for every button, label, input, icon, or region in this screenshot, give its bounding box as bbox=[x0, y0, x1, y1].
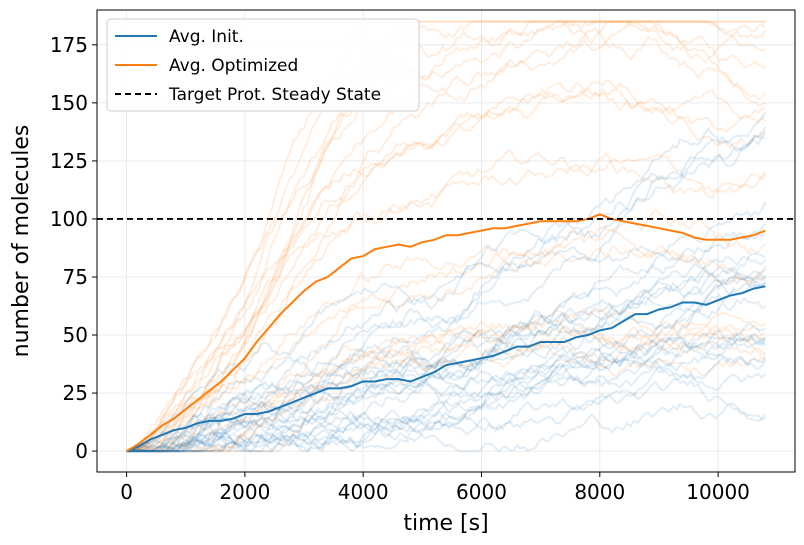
run-line-init bbox=[126, 223, 767, 452]
y-tick-label: 75 bbox=[63, 265, 88, 289]
axes: 0 2000 4000 6000 8000 10000 0 25 50 75 100 125 150 17… bbox=[9, 9, 796, 536]
run-line-optimized bbox=[126, 154, 767, 453]
run-line-optimized bbox=[126, 20, 767, 453]
run-line-init bbox=[126, 126, 767, 453]
run-line-init bbox=[126, 232, 766, 453]
run-line-optimized bbox=[126, 318, 766, 453]
run-line-optimized bbox=[126, 20, 767, 453]
series-layer bbox=[97, 213, 795, 453]
run-line-optimized bbox=[126, 148, 767, 453]
run-line-init bbox=[126, 278, 767, 452]
run-line-init bbox=[126, 111, 767, 453]
avg-init-line bbox=[126, 285, 766, 453]
legend-label: Avg. Init. bbox=[169, 27, 244, 47]
x-tick-label: 2000 bbox=[219, 480, 270, 504]
run-line-optimized bbox=[126, 208, 767, 453]
run-line-optimized bbox=[126, 307, 767, 453]
run-line-init bbox=[126, 282, 766, 453]
y-axis-label: number of molecules bbox=[9, 125, 34, 358]
run-line-init bbox=[126, 336, 767, 453]
run-line-optimized bbox=[126, 80, 767, 453]
run-line-init bbox=[126, 378, 767, 453]
run-line-init bbox=[126, 335, 766, 453]
run-line-optimized bbox=[126, 321, 766, 453]
run-line-init bbox=[126, 365, 767, 453]
run-line-init bbox=[126, 332, 767, 453]
legend-box bbox=[106, 18, 420, 112]
run-line-init bbox=[126, 262, 767, 453]
run-line-optimized bbox=[126, 20, 766, 453]
avg-optimized-line bbox=[126, 213, 766, 452]
x-tick-label: 8000 bbox=[574, 480, 625, 504]
x-tick-label: 6000 bbox=[456, 480, 507, 504]
legend-label: Avg. Optimized bbox=[169, 56, 298, 76]
legend-label: Target Prot. Steady State bbox=[168, 85, 381, 105]
x-tick-label: 4000 bbox=[338, 480, 389, 504]
y-tick-label: 175 bbox=[50, 33, 88, 57]
run-line-optimized bbox=[126, 26, 766, 453]
run-line-optimized bbox=[126, 322, 766, 453]
run-line-init bbox=[126, 252, 767, 453]
grid bbox=[97, 10, 795, 472]
y-tick-label: 50 bbox=[63, 323, 88, 347]
run-line-optimized bbox=[126, 319, 766, 453]
run-line-init bbox=[126, 271, 767, 453]
run-line-init bbox=[126, 402, 766, 453]
x-tick-label: 10000 bbox=[686, 480, 750, 504]
y-tick-label: 100 bbox=[50, 207, 88, 231]
y-tick-label: 150 bbox=[50, 91, 88, 115]
run-line-init bbox=[126, 255, 767, 453]
run-line-init bbox=[126, 130, 767, 453]
run-line-optimized bbox=[126, 86, 766, 453]
run-line-init bbox=[126, 355, 767, 453]
run-line-optimized bbox=[126, 244, 767, 452]
run-line-optimized bbox=[126, 342, 766, 453]
run-line-init bbox=[126, 270, 766, 453]
run-line-optimized bbox=[126, 20, 766, 453]
run-line-init bbox=[126, 201, 767, 453]
y-tick-label: 0 bbox=[75, 439, 88, 463]
run-line-init bbox=[126, 273, 766, 453]
run-line-optimized bbox=[126, 20, 767, 453]
run-line-init bbox=[126, 335, 767, 453]
plot-frame bbox=[96, 9, 796, 473]
run-line-optimized bbox=[126, 20, 766, 453]
x-tick-label: 0 bbox=[120, 480, 133, 504]
run-line-optimized bbox=[126, 88, 766, 452]
run-line-init bbox=[126, 323, 766, 453]
run-line-init bbox=[126, 329, 767, 453]
y-tick-label: 125 bbox=[50, 149, 88, 173]
run-line-optimized bbox=[126, 20, 766, 453]
y-tick-label: 25 bbox=[63, 381, 88, 405]
run-line-optimized bbox=[126, 229, 766, 452]
individual-runs bbox=[126, 20, 767, 453]
run-line-init bbox=[126, 134, 766, 453]
legend: Avg. Init. Avg. Optimized Target Prot. Ste… bbox=[106, 18, 420, 112]
x-axis-label: time [s] bbox=[403, 511, 488, 536]
